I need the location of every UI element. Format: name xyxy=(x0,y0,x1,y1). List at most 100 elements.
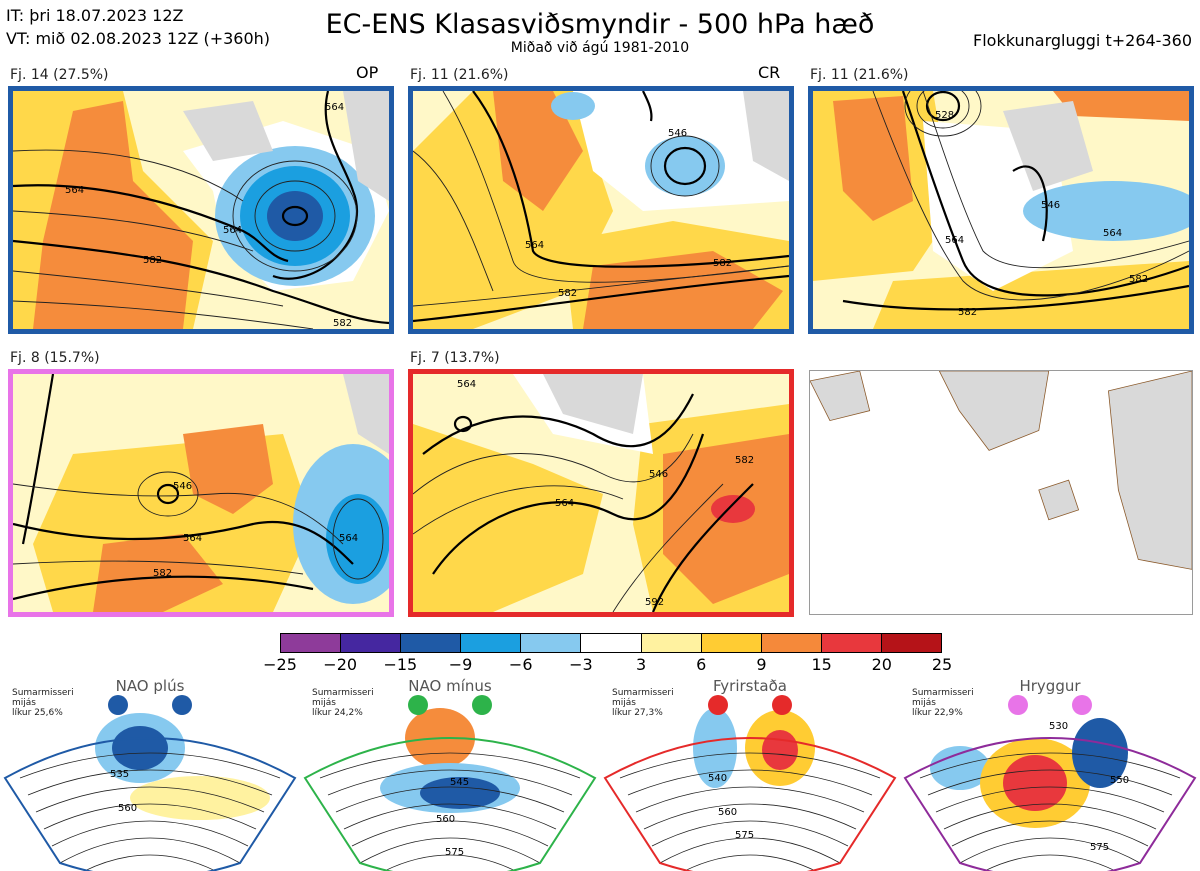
regime-map-svg xyxy=(303,695,597,871)
geopotential-thin-contours xyxy=(13,471,384,580)
contour-label: 546 xyxy=(1041,200,1061,211)
regime-nao-plus: NAO plús Sumarmisseri mijás líkur 25,6% 535 5… xyxy=(0,678,300,871)
regime-contour xyxy=(319,752,581,779)
cluster-map-2-svg xyxy=(413,91,789,329)
contour-label: 564 xyxy=(525,240,545,251)
geopotential-thin-contours xyxy=(413,433,724,612)
colorbar-tick-label: −6 xyxy=(508,655,533,674)
land-greenland xyxy=(543,374,643,434)
regime-anomaly-area xyxy=(762,730,798,770)
colorbar-tick-label: −20 xyxy=(323,655,358,674)
regime-anomaly-area xyxy=(693,708,737,788)
panel-label-4: Fj. 8 (15.7%) xyxy=(10,350,100,366)
anomaly-strong-positive-area xyxy=(183,424,273,514)
anomaly-positive-area xyxy=(413,424,603,612)
regime-note: Sumarmisseri mijás líkur 22,9% xyxy=(912,688,974,718)
colorbar-swatch xyxy=(521,634,582,652)
regime-note-line: líkur 24,2% xyxy=(312,708,363,718)
colorbar-swatch xyxy=(341,634,402,652)
contour-label: 582 xyxy=(333,318,353,329)
regime-contour xyxy=(27,769,273,796)
contour-label: 564 xyxy=(339,533,359,544)
regime-contour-label: 575 xyxy=(735,830,755,841)
regime-nao-minus: NAO mínus Sumarmisseri mijás líkur 24,2% 545… xyxy=(300,678,600,871)
regime-map-svg xyxy=(903,695,1197,871)
regime-note-line: líkur 27,3% xyxy=(612,708,663,718)
regime-note-line: mijás xyxy=(912,698,936,708)
regime-contour xyxy=(335,786,565,813)
regime-contour xyxy=(619,752,881,779)
land-iceland xyxy=(1038,479,1080,521)
colorbar-swatch xyxy=(701,634,762,652)
regime-contour xyxy=(383,854,517,871)
regime-map-border xyxy=(903,737,1197,871)
cluster-map-3: 528 546 564 582 564 582 xyxy=(808,86,1194,334)
cluster-map-2: 546 564 582 582 xyxy=(408,86,794,334)
colorbar-tick-label: −15 xyxy=(383,655,418,674)
regime-anomaly-area xyxy=(112,726,168,770)
blank-map xyxy=(809,370,1193,615)
regime-note-line: mijás xyxy=(612,698,636,708)
panel-label-3: Fj. 11 (21.6%) xyxy=(810,67,909,83)
contour-label: 564 xyxy=(1103,228,1123,239)
land-canada xyxy=(810,371,871,422)
contour-label: 582 xyxy=(558,288,578,299)
regime-contour-label: 540 xyxy=(708,773,728,784)
init-time: IT: þri 18.07.2023 12Z xyxy=(6,6,184,25)
cluster-map-1-svg xyxy=(13,91,389,329)
colorbar-tick-label: 9 xyxy=(756,655,767,674)
regime-note-line: líkur 25,6% xyxy=(12,708,63,718)
regime-anomaly-area xyxy=(420,777,500,809)
colorbar-swatch xyxy=(281,634,342,652)
colorbar-swatch xyxy=(401,634,462,652)
regime-contour xyxy=(959,837,1141,864)
geopotential-contours xyxy=(13,91,389,325)
regime-marker-dot xyxy=(108,695,128,715)
contour-label: 564 xyxy=(945,235,965,246)
colorbar-tick-label: 25 xyxy=(931,655,953,674)
contour-label: 564 xyxy=(183,533,203,544)
contour-label: 582 xyxy=(735,455,755,466)
colorbar-tick-label: −3 xyxy=(569,655,593,674)
contour-label: 582 xyxy=(958,307,978,318)
regime-map-border xyxy=(603,737,897,871)
regime-contour xyxy=(359,837,541,864)
cluster-map-5-svg xyxy=(413,374,789,612)
anomaly-negative-area xyxy=(1023,181,1189,241)
anomaly-negative-area xyxy=(645,136,725,196)
regime-contour xyxy=(683,854,817,871)
classification-window: Flokkunargluggi t+264-360 xyxy=(973,31,1192,50)
regime-note-line: Sumarmisseri xyxy=(312,688,374,698)
contour-label: 592 xyxy=(645,597,665,608)
contour-label: 564 xyxy=(325,102,345,113)
regime-map-background xyxy=(605,738,895,871)
regime-blocking: Fyrirstaða Sumarmisseri mijás líkur 27,3% 54… xyxy=(600,678,900,871)
colorbar-swatch xyxy=(581,634,642,652)
panel-label-1: Fj. 14 (27.5%) xyxy=(10,67,109,83)
contour-label: 528 xyxy=(935,110,955,121)
colorbar-swatch xyxy=(461,634,522,652)
regime-title: NAO plús xyxy=(115,677,185,695)
land-scandinavia xyxy=(343,91,389,201)
regime-contour-label: 530 xyxy=(1049,721,1069,732)
regime-marker-dot xyxy=(1008,695,1028,715)
contour-label: 582 xyxy=(1129,274,1149,285)
anomaly-strong-positive-area xyxy=(33,101,193,329)
regime-anomaly-area xyxy=(1072,718,1128,788)
contour-label: 546 xyxy=(649,469,669,480)
land-greenland xyxy=(938,371,1050,451)
regime-marker-dot xyxy=(172,695,192,715)
regime-contour xyxy=(643,803,857,830)
cluster-map-1: 564 582 564 582 564 xyxy=(8,86,394,334)
geopotential-contours xyxy=(413,91,789,323)
panel-label-5: Fj. 7 (13.7%) xyxy=(410,350,500,366)
regime-marker-dot xyxy=(772,695,792,715)
anomaly-strong-positive-ne xyxy=(1053,91,1189,121)
regime-contour xyxy=(943,803,1157,830)
regime-note-line: Sumarmisseri xyxy=(912,688,974,698)
regime-contour-label: 560 xyxy=(718,807,738,818)
geopotential-thin-contours xyxy=(13,149,358,329)
regime-note-line: mijás xyxy=(12,698,36,708)
contour-label: 582 xyxy=(153,568,173,579)
regime-anomaly-area xyxy=(1003,755,1067,811)
